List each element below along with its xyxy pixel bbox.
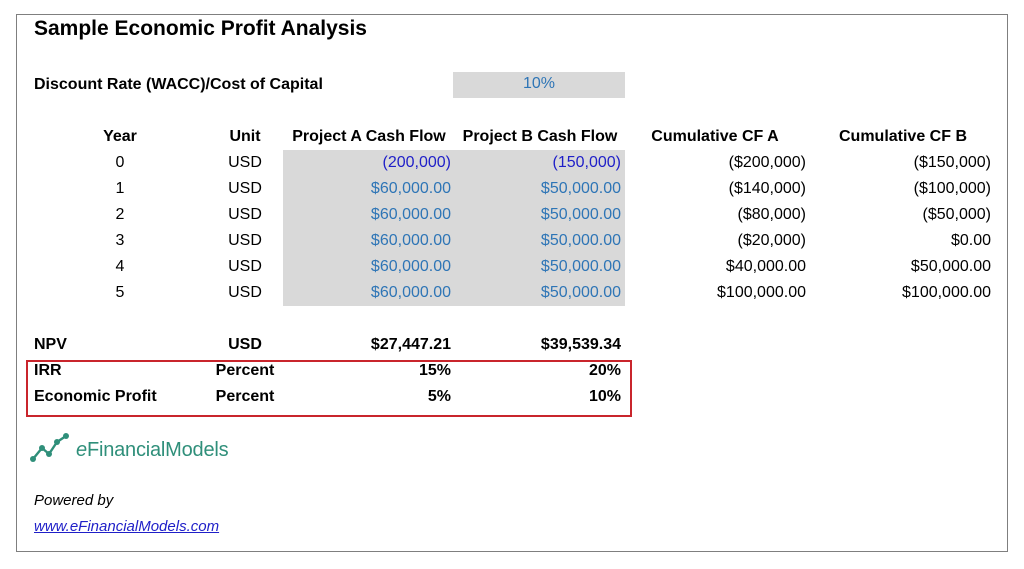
- cell-year: 1: [115, 180, 125, 197]
- npv-project-b: $39,539.34: [540, 336, 621, 353]
- cell-project-a-cash-flow[interactable]: $60,000.00: [370, 284, 451, 301]
- cashflow-input-range: [283, 150, 625, 306]
- npv-label: NPV: [34, 336, 67, 353]
- logo: eFinancialModels: [30, 432, 229, 469]
- cell-project-b-cash-flow[interactable]: $50,000.00: [540, 232, 621, 249]
- irr-unit: Percent: [215, 362, 275, 379]
- npv-unit: USD: [228, 336, 262, 353]
- website-link[interactable]: www.eFinancialModels.com: [34, 518, 220, 535]
- cell-project-a-cash-flow[interactable]: $60,000.00: [370, 258, 451, 275]
- logo-wordmark: eFinancialModels: [76, 439, 229, 461]
- wacc-value: 10%: [522, 75, 556, 92]
- powered-by-text: Powered by: [34, 492, 114, 509]
- cell-year: 2: [115, 206, 125, 223]
- cell-year: 0: [115, 154, 125, 171]
- header-year: Year: [103, 128, 137, 145]
- cell-project-a-cash-flow[interactable]: $60,000.00: [370, 180, 451, 197]
- cell-unit: USD: [228, 232, 262, 249]
- economic-profit-project-a: 5%: [427, 388, 451, 405]
- page-title: Sample Economic Profit Analysis: [34, 17, 367, 40]
- cell-cumulative-cf-b: $0.00: [950, 232, 991, 249]
- wacc-input-cell[interactable]: [453, 72, 625, 98]
- cell-cumulative-cf-b: $50,000.00: [910, 258, 991, 275]
- cell-cumulative-cf-a: ($20,000): [737, 232, 807, 249]
- line-chart-icon: [30, 432, 70, 469]
- irr-project-b: 20%: [588, 362, 621, 379]
- economic-profit-label: Economic Profit: [34, 388, 157, 405]
- cell-cumulative-cf-a: ($80,000): [737, 206, 807, 223]
- irr-label: IRR: [34, 362, 62, 379]
- cell-project-b-cash-flow[interactable]: $50,000.00: [540, 206, 621, 223]
- header-cumulative-b: Cumulative CF B: [838, 128, 967, 145]
- header-project-a: Project A Cash Flow: [292, 128, 446, 145]
- economic-profit-project-b: 10%: [588, 388, 621, 405]
- sheet-frame: [16, 14, 1008, 552]
- cell-unit: USD: [228, 206, 262, 223]
- cell-unit: USD: [228, 258, 262, 275]
- header-cumulative-a: Cumulative CF A: [651, 128, 779, 145]
- cell-cumulative-cf-b: $100,000.00: [902, 284, 991, 301]
- cell-year: 3: [115, 232, 125, 249]
- cell-unit: USD: [228, 154, 262, 171]
- wacc-label: Discount Rate (WACC)/Cost of Capital: [34, 76, 323, 93]
- cell-project-a-cash-flow[interactable]: $60,000.00: [370, 206, 451, 223]
- cell-year: 5: [115, 284, 125, 301]
- cell-unit: USD: [228, 284, 262, 301]
- npv-project-a: $27,447.21: [370, 336, 451, 353]
- cell-project-b-cash-flow[interactable]: $50,000.00: [540, 258, 621, 275]
- cell-cumulative-cf-a: ($200,000): [728, 154, 806, 171]
- header-project-b: Project B Cash Flow: [462, 128, 618, 145]
- cell-project-b-cash-flow[interactable]: (150,000): [552, 154, 622, 171]
- cell-project-b-cash-flow[interactable]: $50,000.00: [540, 180, 621, 197]
- cell-cumulative-cf-a: ($140,000): [728, 180, 806, 197]
- cell-project-a-cash-flow[interactable]: $60,000.00: [370, 232, 451, 249]
- cell-cumulative-cf-a: $40,000.00: [725, 258, 806, 275]
- cell-cumulative-cf-b: ($150,000): [913, 154, 991, 171]
- cell-project-a-cash-flow[interactable]: (200,000): [382, 154, 452, 171]
- cell-project-b-cash-flow[interactable]: $50,000.00: [540, 284, 621, 301]
- cell-year: 4: [115, 258, 125, 275]
- cell-cumulative-cf-a: $100,000.00: [717, 284, 806, 301]
- cell-cumulative-cf-b: ($100,000): [913, 180, 991, 197]
- header-unit: Unit: [229, 128, 261, 145]
- cell-cumulative-cf-b: ($50,000): [922, 206, 992, 223]
- irr-project-a: 15%: [418, 362, 451, 379]
- highlight-box: [26, 360, 632, 417]
- cell-unit: USD: [228, 180, 262, 197]
- economic-profit-unit: Percent: [215, 388, 275, 405]
